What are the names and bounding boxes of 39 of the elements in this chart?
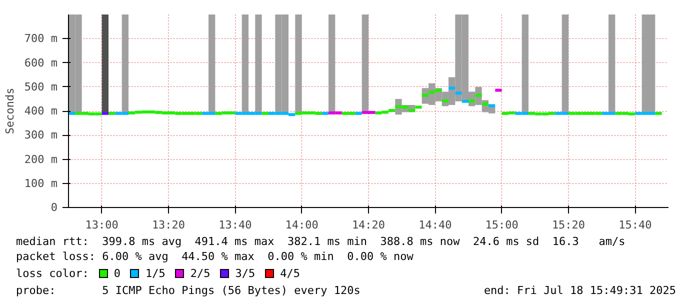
x-tick-label: 13:00	[85, 218, 118, 232]
legend-label: 2/5	[190, 267, 210, 280]
bar	[208, 14, 216, 114]
bar	[102, 14, 109, 114]
legend-title: loss color:	[16, 267, 89, 280]
x-tick-label: 14:00	[285, 218, 318, 232]
x-tick-label: 15:00	[485, 218, 518, 232]
y-tick-label: 700 m	[24, 32, 58, 46]
x-tick-label: 14:40	[418, 218, 452, 232]
y-axis-title: Seconds	[3, 88, 16, 134]
x-tick-label: 13:20	[152, 218, 186, 232]
legend-label: 4/5	[280, 267, 300, 280]
y-tick-label: 200 m	[24, 152, 58, 166]
text: packet loss: 6.00 % avg 44.50 % max 0.00 % min 0.00 % now	[16, 250, 414, 263]
y-tick-label: 0	[50, 201, 58, 214]
bar	[608, 14, 616, 114]
legend-label: 0	[114, 267, 120, 280]
y-tick-label: 100 m	[24, 176, 58, 190]
text: probe: 5 ICMP Echo Pings (56 Bytes) every 120s	[16, 283, 360, 297]
bar	[328, 14, 336, 114]
bar	[362, 14, 369, 114]
x-tick-label: 15:40	[618, 218, 652, 232]
bar	[295, 14, 302, 114]
legend-label: 1/5	[145, 267, 166, 280]
bar	[522, 14, 529, 114]
x-tick-label: 14:20	[352, 218, 386, 232]
y-tick-label: 300 m	[24, 128, 58, 142]
bar	[562, 14, 569, 114]
legend-label: 3/5	[235, 267, 256, 280]
text: end: Fri Jul 18 15:49:31 2025	[484, 283, 676, 297]
bar	[255, 14, 262, 114]
bar	[122, 14, 129, 114]
text: median rtt: 399.8 ms avg 491.4 ms max 382.1 ms min 388.8 ms now 24.6 ms sd 16.3 am/s	[16, 235, 626, 248]
x-tick-label: 13:40	[218, 218, 252, 232]
y-tick-label: 500 m	[24, 80, 58, 94]
bar	[242, 14, 249, 114]
y-tick-label: 600 m	[24, 56, 58, 70]
y-tick-label: 400 m	[24, 104, 58, 118]
x-tick-label: 15:20	[552, 218, 586, 232]
